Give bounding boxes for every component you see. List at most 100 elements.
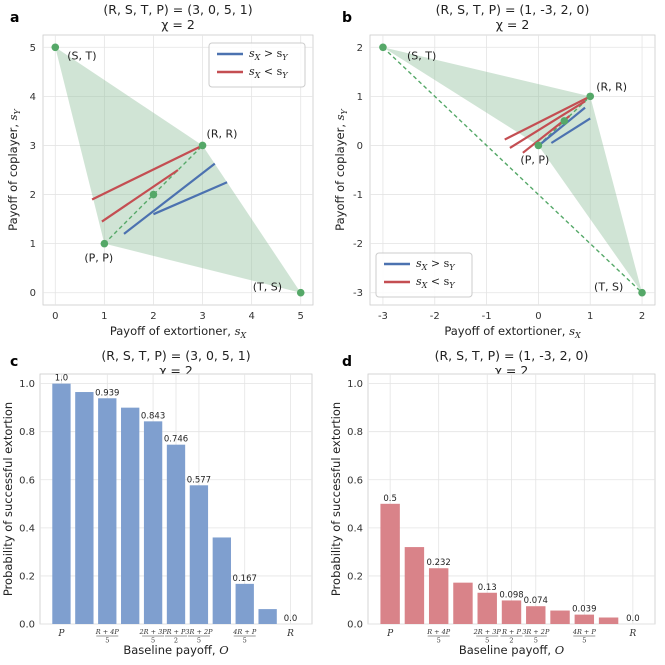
fraction-numerator: 3R + 2P bbox=[185, 628, 213, 636]
payoff-point bbox=[560, 117, 569, 125]
series-line-less bbox=[509, 100, 586, 149]
fraction-numerator: R + P bbox=[501, 628, 521, 636]
series-line-greater bbox=[153, 181, 228, 216]
fraction-denominator: 5 bbox=[485, 637, 489, 645]
bar bbox=[404, 547, 425, 624]
chart-title-line2: χ = 2 bbox=[496, 17, 530, 32]
point-label: (T, S) bbox=[253, 281, 282, 294]
y-tick-label: -1 bbox=[353, 190, 363, 201]
panel-b-scatter: (R, S, T, P) = (1, -3, 2, 0)χ = 2 -3 -2 -1 0… bbox=[333, 2, 656, 340]
x-tick-label: 5 bbox=[298, 311, 304, 322]
payoff-point bbox=[149, 190, 158, 199]
bar bbox=[258, 609, 277, 624]
bar-value-label: 0.167 bbox=[233, 574, 257, 584]
payoff-point bbox=[198, 141, 207, 150]
payoff-point bbox=[638, 288, 646, 297]
y-tick-label: -2 bbox=[353, 239, 363, 250]
bar bbox=[574, 614, 595, 624]
panel-letter-b: b bbox=[342, 10, 352, 26]
bar bbox=[550, 610, 570, 624]
bar-value-label: 0.5 bbox=[383, 494, 397, 504]
y-tick-label: 0.4 bbox=[347, 523, 363, 534]
fraction-numerator: R + P bbox=[166, 628, 186, 636]
bar bbox=[453, 582, 473, 624]
bar bbox=[166, 444, 186, 624]
payoff-point bbox=[534, 141, 543, 150]
x-tick-label: 1 bbox=[587, 311, 593, 322]
y-tick-label: 0.2 bbox=[347, 571, 363, 582]
fraction-numerator: 4R + P bbox=[572, 628, 597, 636]
legend-box bbox=[375, 252, 473, 298]
y-tick-label: 0.0 bbox=[19, 620, 35, 631]
series-line-greater bbox=[535, 106, 586, 149]
y-tick-label: 0.2 bbox=[19, 571, 35, 582]
point-label: (P, P) bbox=[84, 252, 113, 265]
x-tick-label: 1 bbox=[101, 311, 107, 322]
fraction-denominator: 2 bbox=[509, 637, 513, 645]
fraction-numerator: 2R + 3P bbox=[139, 628, 168, 636]
payoff-point bbox=[296, 288, 305, 297]
legend-label: sX < sY bbox=[416, 275, 455, 290]
bar-value-label: 0.13 bbox=[478, 583, 497, 593]
x-axis-label: Payoff of extortioner, sX bbox=[444, 324, 581, 340]
feasible-region bbox=[382, 47, 643, 293]
fraction-numerator: R + 4P bbox=[426, 628, 451, 636]
panel-letter-d: d bbox=[342, 354, 352, 370]
x-axis-label: Baseline payoff, O bbox=[459, 643, 565, 657]
bar-value-label: 0.0 bbox=[284, 614, 298, 624]
bar bbox=[526, 606, 546, 624]
bar-value-label: 0.232 bbox=[427, 558, 451, 568]
x-tick-fraction: R + 4P5 bbox=[95, 628, 120, 645]
y-tick-label: 0 bbox=[30, 288, 36, 299]
bar bbox=[428, 568, 449, 624]
y-axis-label: Payoff of coplayer, sY bbox=[333, 108, 349, 230]
x-tick-label: 0 bbox=[52, 311, 58, 322]
legend: sX > sY sX < sY bbox=[208, 42, 306, 88]
x-tick-label: 2 bbox=[639, 311, 645, 322]
panel-letter-c: c bbox=[10, 354, 18, 370]
bar bbox=[189, 485, 209, 624]
legend-label: sX > sY bbox=[416, 257, 455, 272]
chart-title-line1: (R, S, T, P) = (1, -3, 2, 0) bbox=[435, 348, 589, 363]
fraction-denominator: 5 bbox=[105, 637, 109, 645]
bar-value-label: 0.577 bbox=[187, 475, 211, 485]
bar-value-label: 0.098 bbox=[499, 590, 523, 600]
chart-title-line1: (R, S, T, P) = (1, -3, 2, 0) bbox=[436, 2, 590, 17]
y-tick-label: 1 bbox=[30, 239, 36, 250]
legend-box bbox=[208, 42, 306, 88]
y-tick-label: 0.6 bbox=[347, 475, 363, 486]
bar bbox=[380, 503, 400, 624]
y-tick-label: 0.4 bbox=[19, 523, 35, 534]
x-tick-fraction: 4R + P5 bbox=[572, 628, 597, 645]
bar bbox=[212, 537, 231, 624]
boundary-dashed-line bbox=[382, 46, 643, 294]
panel-letter-a: a bbox=[10, 10, 19, 26]
point-label: (P, P) bbox=[520, 153, 549, 166]
x-tick-fraction: R + 4P5 bbox=[426, 628, 451, 645]
y-axis-label: Probability of successful extortion bbox=[1, 402, 15, 596]
point-label: (T, S) bbox=[594, 281, 623, 294]
x-tick-label: -2 bbox=[430, 311, 440, 322]
legend-label: sX > sY bbox=[249, 47, 288, 62]
y-tick-label: 0 bbox=[357, 141, 363, 152]
fraction-numerator: 3R + 2P bbox=[522, 628, 550, 636]
y-tick-label: 0.8 bbox=[19, 427, 35, 438]
y-tick-label: 0.8 bbox=[347, 427, 363, 438]
bar-value-label: 0.074 bbox=[524, 596, 548, 606]
y-tick-label: 0.6 bbox=[19, 475, 35, 486]
point-label: (S, T) bbox=[67, 49, 96, 62]
fraction-denominator: 5 bbox=[197, 637, 201, 645]
x-tick-label: 4 bbox=[248, 311, 254, 322]
y-tick-label: 2 bbox=[30, 190, 36, 201]
fraction-denominator: 5 bbox=[582, 637, 586, 645]
x-axis-label: Baseline payoff, O bbox=[123, 643, 229, 657]
x-tick-fraction: 4R + P5 bbox=[232, 628, 257, 645]
point-label: (S, T) bbox=[407, 49, 436, 62]
chart-title-line1: (R, S, T, P) = (3, 0, 5, 1) bbox=[101, 348, 250, 363]
point-label: (R, R) bbox=[596, 80, 627, 93]
bar bbox=[52, 383, 71, 624]
y-tick-label: -3 bbox=[353, 288, 363, 299]
x-tick-fraction: R + P2 bbox=[165, 628, 187, 645]
panel-c-bar-chart: (R, S, T, P) = (3, 0, 5, 1)χ = 20.00.20.… bbox=[1, 348, 313, 657]
